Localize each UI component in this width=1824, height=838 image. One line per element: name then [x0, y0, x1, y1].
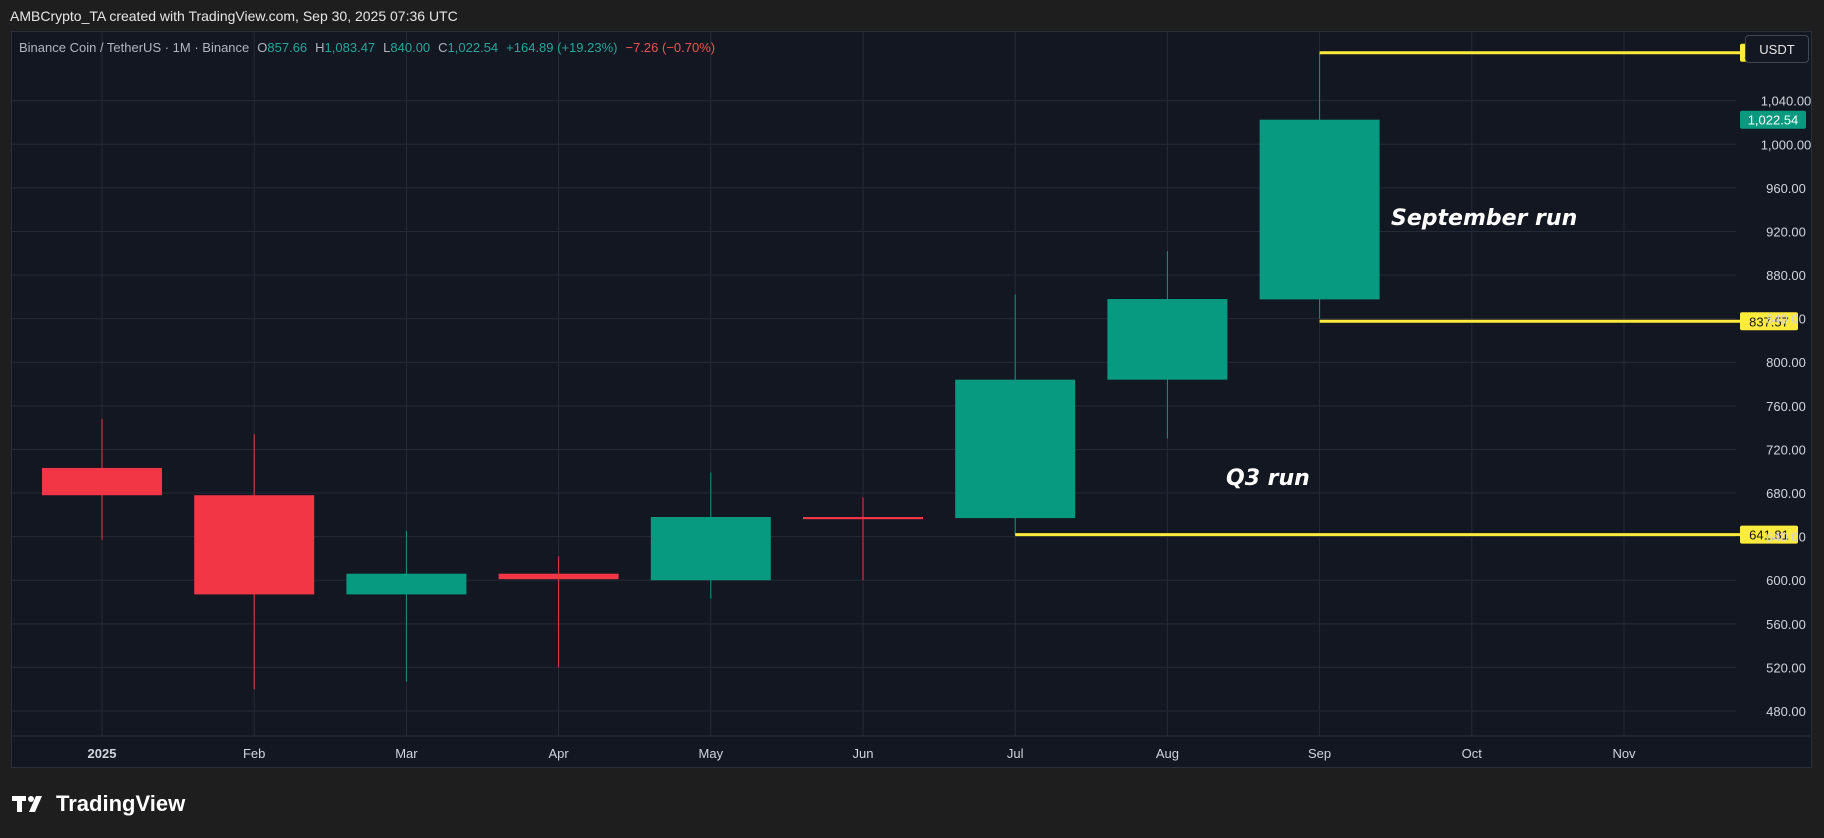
- y-tick-label: 880.00: [1766, 268, 1806, 283]
- candle-body: [1259, 119, 1380, 300]
- y-tick-label: 640.00: [1766, 530, 1806, 545]
- x-tick-label: Feb: [243, 746, 265, 761]
- price-axis: 480.00 520.00 560.00 600.00 640.00 680.00 720.…: [1761, 94, 1812, 719]
- x-tick-label: Aug: [1156, 746, 1179, 761]
- x-tick-label: May: [699, 746, 724, 761]
- y-tick-label: 520.00: [1766, 660, 1806, 675]
- candle-body: [42, 467, 162, 496]
- tradingview-logo-icon: [12, 796, 42, 812]
- y-tick-label: 800.00: [1766, 355, 1806, 370]
- candle-body: [803, 517, 923, 520]
- candle-body: [1107, 299, 1228, 380]
- candle-body: [498, 573, 619, 580]
- y-tick-label: 600.00: [1766, 573, 1806, 588]
- low-value: 840.00: [390, 40, 431, 55]
- currency-button[interactable]: USDT: [1745, 35, 1809, 63]
- y-tick-label: 920.00: [1766, 224, 1806, 239]
- x-tick-label: 2025: [88, 746, 117, 761]
- x-tick-label: Mar: [395, 746, 418, 761]
- x-tick-label: Oct: [1462, 746, 1483, 761]
- x-tick-label: Apr: [548, 746, 569, 761]
- close-value: 1,022.54: [447, 40, 499, 55]
- chart-frame[interactable]: [11, 31, 1812, 768]
- grid-layer: [12, 32, 1810, 737]
- y-tick-label: 560.00: [1766, 617, 1806, 632]
- y-tick-label: 1,040.00: [1761, 94, 1812, 109]
- candle-body: [955, 379, 1076, 519]
- y-tick-label: 720.00: [1766, 442, 1806, 457]
- price-level-label: 837.57: [1749, 314, 1789, 329]
- ohlc-legend: Binance Coin / TetherUS · 1M · Binance O8…: [19, 40, 715, 55]
- q3-run-annotation: Q3 run: [1226, 466, 1310, 491]
- last-price-tag: [1740, 110, 1806, 129]
- open-label: O: [257, 40, 268, 55]
- chart-caption: AMBCrypto_TA created with TradingView.co…: [10, 8, 458, 24]
- x-tick-label: Jun: [853, 746, 874, 761]
- close-label: C: [438, 40, 448, 55]
- x-tick-label: Jul: [1007, 746, 1024, 761]
- candle-body: [346, 573, 467, 595]
- symbol-label[interactable]: Binance Coin / TetherUS · 1M · Binance: [19, 40, 250, 55]
- change-secondary-value: −7.26 (−0.70%): [625, 40, 716, 55]
- price-level-tag: [1740, 525, 1798, 544]
- candle-body: [194, 495, 315, 595]
- open-value: 857.66: [267, 40, 308, 55]
- september-run-annotation: September run: [1391, 206, 1578, 231]
- y-tick-label: 680.00: [1766, 486, 1806, 501]
- brand: TradingView: [12, 791, 185, 817]
- x-tick-label: Sep: [1308, 746, 1331, 761]
- candle-layer: [42, 53, 1380, 690]
- y-tick-label: 480.00: [1766, 704, 1806, 719]
- time-axis: 2025 Feb Mar Apr May Jun Jul Aug Sep Oct Nov: [88, 746, 1637, 761]
- change-value: +164.89 (+19.23%): [506, 40, 618, 55]
- candle-body: [650, 517, 771, 581]
- y-tick-label: 760.00: [1766, 399, 1806, 414]
- price-level-label: 641.81: [1749, 528, 1789, 543]
- low-label: L: [383, 40, 391, 55]
- x-tick-label: Nov: [1612, 746, 1636, 761]
- high-label: H: [315, 40, 325, 55]
- brand-name: TradingView: [56, 791, 186, 816]
- price-level-tag: [1740, 312, 1798, 331]
- y-tick-label: 1,000.00: [1761, 137, 1812, 152]
- y-tick-label: 960.00: [1766, 181, 1806, 196]
- y-tick-label: 840.00: [1766, 312, 1806, 327]
- high-value: 1,083.47: [324, 40, 376, 55]
- last-price-label: 1,022.54: [1748, 113, 1799, 128]
